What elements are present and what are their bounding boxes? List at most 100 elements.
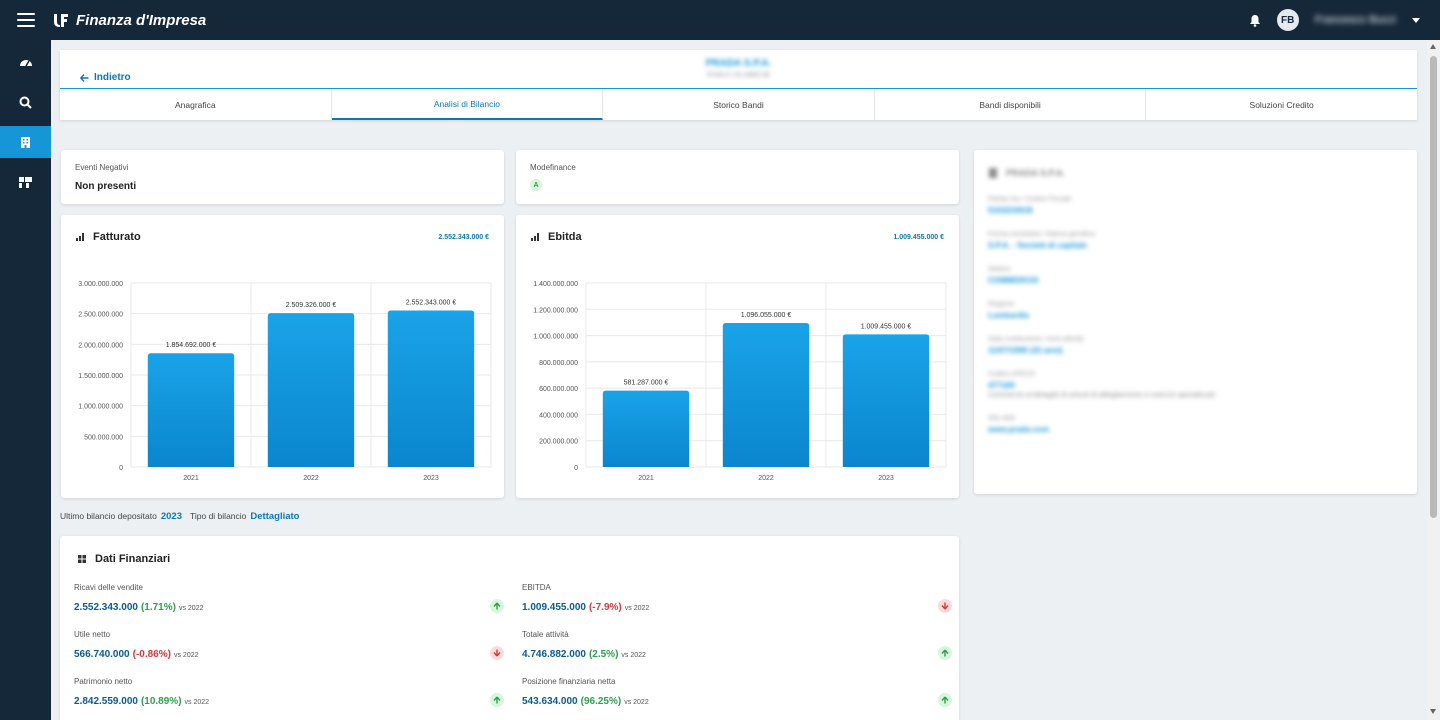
tab-anagrafica[interactable]: Anagrafica <box>60 89 332 120</box>
fin-item-label: Totale attività <box>522 630 569 639</box>
company-subtitle: P.IVA 0 / 01 0000 00 <box>707 72 770 79</box>
fin-item: Ricavi delle vendite 2.552.343.000 (1.71%)… <box>74 583 504 623</box>
data-label: 1.009.455.000 € <box>861 323 912 330</box>
y-tick-label: 400.000.000 <box>539 412 578 419</box>
ultimo-label: Ultimo bilancio depositato <box>60 511 157 521</box>
brand-logo-icon <box>54 14 68 27</box>
ebitda-title: Ebitda <box>548 231 582 243</box>
user-name[interactable]: Francesco Bucci <box>1314 14 1396 26</box>
dati-finanziari-title: Dati Finanziari <box>95 553 171 565</box>
sidebar-item-company[interactable] <box>0 126 51 158</box>
info-field-regione: Regione Lombardia <box>988 301 1029 320</box>
gauge-icon <box>19 60 32 67</box>
modefinance-card: Modefinance A <box>516 150 959 204</box>
bar-chart-icon <box>76 233 84 241</box>
fin-item-label: Utile netto <box>74 630 111 639</box>
rating-badge: A <box>530 179 542 191</box>
fin-item-value: 4.746.882.000 <box>522 649 586 660</box>
scrollbar[interactable] <box>1427 40 1440 720</box>
fin-item-label: Ricavi delle vendite <box>74 583 143 592</box>
building-icon <box>989 168 997 178</box>
info-field-piva: Partita Iva / Codice Fiscale 0103233018 <box>988 196 1072 215</box>
sidebar-item-dashboard[interactable] <box>0 46 51 78</box>
y-tick-label: 800.000.000 <box>539 360 578 367</box>
tab-soluzioni-credito[interactable]: Soluzioni Credito <box>1249 99 1314 110</box>
arrow-up-icon <box>490 599 504 613</box>
fin-item-vs: vs 2022 <box>184 699 210 706</box>
fatturato-title: Fatturato <box>93 231 141 243</box>
x-tick-label: 2022 <box>303 475 319 482</box>
tab-analisi-di-bilancio[interactable]: Analisi di Bilancio <box>331 89 604 120</box>
dati-finanziari-card: Dati Finanziari Ricavi delle vendite 2.55… <box>60 536 959 720</box>
fin-item: Patrimonio netto 2.842.559.000 (10.89%) vs … <box>74 677 504 717</box>
website-link[interactable]: www.prada.com <box>988 425 1050 434</box>
y-tick-label: 0 <box>574 465 578 472</box>
fin-item-value: 1.009.455.000 <box>522 602 586 613</box>
data-label: 1.854.692.000 € <box>166 342 217 349</box>
back-link[interactable]: Indietro <box>80 72 131 83</box>
company-title: PRADA S.P.A. P.IVA 0 / 01 0000 00 <box>60 58 1417 79</box>
data-label: 2.509.326.000 € <box>286 302 337 309</box>
data-label: 581.287.000 € <box>624 380 669 387</box>
bar <box>147 353 235 467</box>
grid-icon <box>78 555 86 563</box>
x-tick-label: 2022 <box>758 475 774 482</box>
x-tick-label: 2021 <box>638 475 654 482</box>
y-tick-label: 1.000.000.000 <box>533 334 578 341</box>
avatar[interactable]: FB <box>1276 9 1299 31</box>
chevron-down-icon[interactable] <box>1412 17 1420 23</box>
brand[interactable]: Finanza d'Impresa <box>52 11 206 29</box>
arrow-down-icon <box>938 599 952 613</box>
company-header: Indietro PRADA S.P.A. P.IVA 0 / 01 0000 … <box>60 50 1417 120</box>
y-tick-label: 1.500.000.000 <box>78 373 123 380</box>
fatturato-chart-card: Fatturato 2.552.343.000 € 0 500.000.000 1.… <box>61 215 504 498</box>
fin-item-vs: vs 2022 <box>624 605 650 612</box>
fatturato-chart: 0 500.000.000 1.000.000.000 1.500.000.000 2.… <box>78 281 492 482</box>
building-icon <box>21 136 30 148</box>
sidebar-item-search[interactable] <box>0 86 51 118</box>
scroll-up-icon[interactable] <box>1430 44 1436 49</box>
y-tick-label: 1.200.000.000 <box>533 307 578 314</box>
fin-item-label: EBITDA <box>522 583 551 592</box>
arrow-up-icon <box>938 693 952 707</box>
company-info-card: PRADA S.P.A. Partita Iva / Codice Fiscal… <box>974 150 1417 494</box>
fin-item-value: 566.740.000 <box>74 649 130 660</box>
tab-storico-bandi[interactable]: Storico Bandi <box>603 89 875 120</box>
company-info-fields: Partita Iva / Codice Fiscale 0103233018 … <box>988 196 1215 450</box>
main-content: Indietro PRADA S.P.A. P.IVA 0 / 01 0000 … <box>51 40 1427 720</box>
data-label: 2.552.343.000 € <box>406 299 457 306</box>
fin-item-pct: (-7.9%) <box>588 602 622 613</box>
ebitda-chart: 0 200.000.000 400.000.000 600.000.000 800.00… <box>533 281 947 482</box>
company-name: PRADA S.P.A. <box>705 58 772 69</box>
sidebar-item-modules[interactable] <box>0 166 51 198</box>
back-label: Indietro <box>94 72 131 83</box>
info-field-ateco: Codice ATECO 477100 Commercio al dettagl… <box>988 371 1215 399</box>
info-field-settore: Settore COMMERCIO <box>988 266 1039 285</box>
fin-item-vs: vs 2022 <box>178 605 204 612</box>
y-tick-label: 1.000.000.000 <box>78 404 123 411</box>
info-field-costituzione: Data costituzione / Anni attività 11/07/… <box>988 336 1084 355</box>
puzzle-icon <box>19 176 32 188</box>
arrow-up-icon <box>938 646 952 660</box>
tab-bandi-disponibili[interactable]: Bandi disponibili <box>875 89 1147 120</box>
x-tick-label: 2021 <box>183 475 199 482</box>
fin-item-label: Patrimonio netto <box>74 677 133 686</box>
y-tick-label: 1.400.000.000 <box>533 281 578 288</box>
y-tick-label: 0 <box>119 465 123 472</box>
bell-icon[interactable] <box>1249 14 1261 27</box>
bar <box>842 334 930 467</box>
fin-item-pct: (2.5%) <box>588 649 619 660</box>
fin-item-pct: (-0.86%) <box>132 649 171 660</box>
y-tick-label: 3.000.000.000 <box>78 281 123 288</box>
hamburger-menu-icon[interactable] <box>0 0 52 40</box>
scroll-down-icon[interactable] <box>1430 709 1436 714</box>
info-field-sito: Sito web www.prada.com <box>988 415 1215 434</box>
x-tick-label: 2023 <box>423 475 439 482</box>
scroll-thumb[interactable] <box>1430 56 1437 518</box>
bar-chart-icon <box>531 233 539 241</box>
y-tick-label: 500.000.000 <box>84 434 123 441</box>
fin-item-vs: vs 2022 <box>624 699 649 706</box>
eventi-negativi-card: Eventi Negativi Non presenti <box>61 150 504 204</box>
fin-item-pct: (96.25%) <box>580 696 622 707</box>
fin-item-value: 543.634.000 <box>522 696 578 707</box>
